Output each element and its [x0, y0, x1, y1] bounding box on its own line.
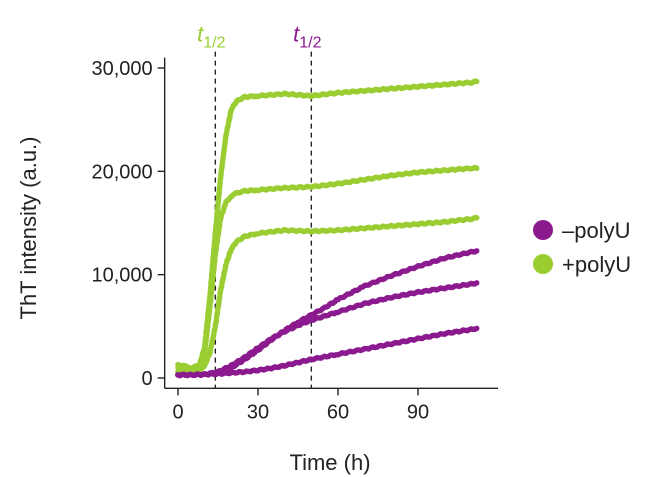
data-point — [473, 280, 480, 286]
data-point — [473, 165, 480, 172]
x-tick-label: 90 — [407, 401, 429, 423]
legend-label-minus-polyu: –polyU — [562, 218, 630, 243]
legend-marker-plus-polyu — [533, 254, 553, 274]
t-half-label-minus-polyu: t1/2 — [293, 22, 321, 52]
x-axis-title: Time (h) — [289, 450, 370, 475]
legend-label-plus-polyu: +polyU — [562, 252, 631, 277]
y-tick-label: 10,000 — [91, 265, 152, 287]
data-point — [473, 325, 480, 332]
tick-labels: 0 10,000 20,000 30,000 0 30 60 90 — [91, 58, 429, 423]
series-5 — [175, 325, 480, 379]
y-axis-title: ThT intensity (a.u.) — [16, 137, 41, 320]
series-1 — [175, 164, 480, 374]
legend-marker-minus-polyu — [533, 220, 553, 240]
x-tick-label: 60 — [327, 401, 349, 423]
x-tick-label: 0 — [172, 401, 183, 423]
axes — [157, 57, 498, 396]
half-time-annotations: t1/2 t1/2 — [197, 22, 321, 52]
y-tick-label: 30,000 — [91, 58, 152, 80]
y-tick-label: 20,000 — [91, 161, 152, 183]
data-point — [473, 215, 480, 221]
legend: –polyU +polyU — [533, 218, 631, 277]
x-tick-label: 30 — [247, 401, 269, 423]
series-2 — [175, 214, 480, 377]
data-point — [473, 248, 480, 254]
t-half-label-plus-polyu: t1/2 — [197, 22, 225, 52]
plot-area — [175, 51, 480, 389]
data-point — [473, 78, 480, 85]
y-tick-label: 0 — [142, 368, 153, 390]
